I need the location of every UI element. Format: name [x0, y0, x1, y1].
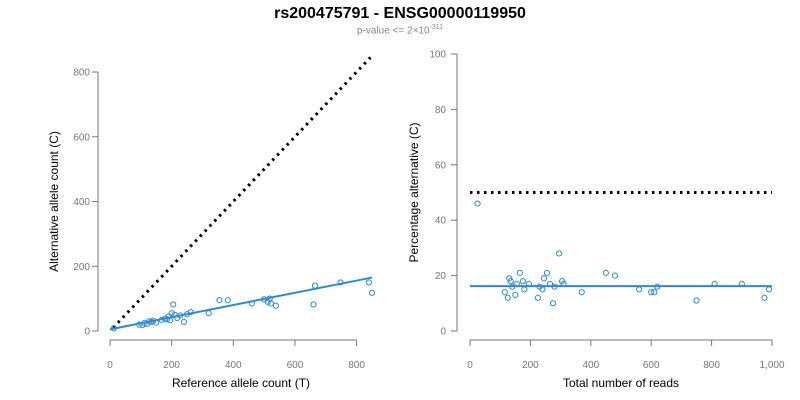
- p1-x-tick-label: 1,000: [759, 360, 784, 371]
- p1-data-point: [507, 278, 514, 285]
- p0-y-tick-label: 800: [73, 68, 90, 79]
- p-value-text: p-value <= 2×10: [356, 25, 430, 37]
- p0-x-tick-label: 400: [225, 360, 242, 371]
- p1-data-point: [539, 286, 546, 293]
- p0-data-points: [110, 279, 376, 332]
- p1-x-axis-title: Total number of reads: [563, 376, 679, 390]
- p0-x-tick-label: 200: [163, 360, 180, 371]
- p0-data-point: [187, 309, 194, 316]
- p1-data-point: [516, 269, 523, 276]
- p0-data-point: [170, 301, 177, 308]
- p1-data-point: [540, 275, 548, 282]
- p0-data-point: [110, 325, 117, 332]
- p1-data-point: [521, 286, 528, 293]
- p0-y-tick-label: 200: [73, 262, 90, 273]
- p1-data-point: [636, 286, 643, 293]
- p1-data-point: [651, 289, 658, 296]
- p1-data-point: [648, 289, 655, 296]
- p1-data-point: [509, 283, 516, 290]
- p1-y-tick-label: 20: [435, 271, 447, 282]
- p0-data-point: [167, 317, 174, 324]
- p0-x-tick-label: 800: [348, 360, 365, 371]
- right-scatter-panel: 0 200 400 600 800 1,000 0 20 40 60 80 100 Total numb…: [407, 50, 785, 391]
- chart-title: rs200475791 - ENSG00000119950: [274, 5, 526, 22]
- p0-x-axis: 0 200 400 600 800: [107, 339, 365, 371]
- p1-data-point: [761, 294, 768, 301]
- p1-data-point: [602, 269, 610, 276]
- p0-x-tick-label: 600: [287, 360, 304, 371]
- p0-data-point: [310, 301, 317, 308]
- p1-data-point: [504, 294, 511, 301]
- p1-y-axis: 0 20 40 60 80 100: [429, 50, 458, 338]
- p1-y-axis-title: Percentage alternative (C): [407, 122, 421, 262]
- p1-data-point: [549, 300, 557, 307]
- p0-data-point: [180, 318, 188, 326]
- p0-data-point: [365, 279, 373, 286]
- p-value-exponent: -311: [429, 24, 444, 31]
- p0-data-point: [368, 289, 376, 296]
- p1-data-point: [513, 280, 520, 288]
- p1-x-tick-label: 400: [582, 360, 599, 371]
- p0-data-point: [148, 318, 155, 326]
- p0-y-axis-title: Alternative allele count (C): [47, 131, 61, 272]
- p0-data-point: [264, 298, 271, 305]
- p0-data-point: [337, 279, 344, 286]
- p1-y-tick-label: 40: [435, 216, 447, 227]
- p0-data-point: [248, 300, 255, 307]
- p1-data-point: [611, 272, 619, 279]
- p0-y-axis: 0 200 400 600 800: [73, 68, 99, 338]
- p1-data-point: [654, 283, 661, 290]
- p1-data-point: [546, 280, 554, 288]
- p1-data-point: [765, 286, 773, 293]
- p0-y-tick-label: 0: [84, 327, 90, 338]
- p0-data-point: [168, 310, 175, 317]
- p0-data-point: [163, 316, 171, 323]
- p0-data-point: [205, 310, 212, 317]
- p0-data-point: [267, 300, 274, 307]
- p1-data-point: [474, 200, 481, 207]
- p1-y-tick-label: 60: [435, 160, 447, 171]
- p0-x-axis-title: Reference allele count (T): [172, 376, 310, 390]
- p1-y-tick-label: 80: [435, 105, 447, 116]
- p1-data-point: [519, 278, 526, 285]
- p0-reference-line: [111, 56, 372, 329]
- p1-data-point: [711, 280, 718, 288]
- p1-x-axis: 0 200 400 600 800 1,000: [467, 339, 785, 371]
- p0-y-tick-label: 600: [73, 132, 90, 143]
- p1-x-tick-label: 200: [522, 360, 539, 371]
- p0-data-point: [153, 319, 160, 326]
- p1-data-point: [551, 283, 558, 290]
- p1-data-point: [543, 269, 551, 276]
- p0-data-point: [165, 313, 172, 320]
- p1-data-point: [501, 289, 508, 296]
- p0-data-point: [311, 282, 319, 289]
- p0-data-point: [224, 297, 231, 304]
- p0-data-point: [177, 312, 184, 319]
- p0-data-point: [272, 302, 279, 309]
- p1-data-point: [560, 280, 567, 288]
- p1-data-point: [578, 289, 585, 296]
- p1-y-tick-label: 100: [429, 50, 446, 61]
- p1-data-point: [693, 297, 700, 304]
- p1-data-point: [738, 280, 745, 288]
- p0-data-point: [216, 297, 223, 304]
- p1-data-point: [534, 294, 542, 301]
- p1-data-point: [512, 291, 519, 299]
- chart-subtitle: p-value <= 2×10-311: [0, 24, 800, 36]
- p0-data-point: [150, 317, 157, 324]
- p1-data-point: [525, 280, 532, 288]
- p1-x-tick-label: 800: [703, 360, 720, 371]
- p0-x-tick-label: 0: [107, 360, 113, 371]
- p1-data-points: [474, 200, 773, 307]
- p0-y-tick-label: 400: [73, 197, 90, 208]
- p1-y-tick-label: 0: [440, 327, 446, 338]
- p1-x-tick-label: 600: [643, 360, 660, 371]
- left-scatter-panel: 0 200 400 600 800 0 200 400 600 800 Reference alle…: [47, 56, 376, 390]
- p1-x-tick-label: 0: [467, 360, 473, 371]
- p1-data-point: [555, 250, 563, 257]
